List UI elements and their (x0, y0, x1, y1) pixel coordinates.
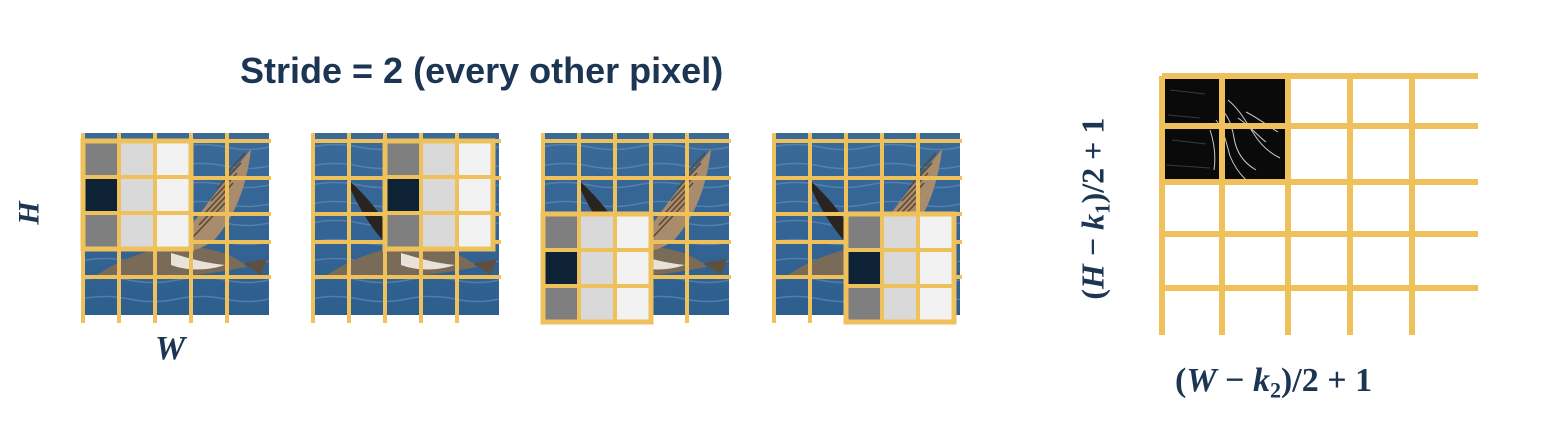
oh-minus: − (1074, 229, 1111, 265)
output-grid (1159, 73, 1478, 335)
width-label: W (155, 330, 186, 367)
kernel-cell (387, 179, 419, 211)
kernel-cell (581, 216, 613, 248)
oh-k: k (1074, 213, 1111, 230)
kernel-cell (387, 143, 419, 175)
kernel-cell (423, 143, 455, 175)
kernel-cell (920, 288, 952, 320)
kernel-cell (617, 252, 649, 284)
kernel-cell (387, 215, 419, 247)
kernel-cell (617, 216, 649, 248)
oh-open: ( (1074, 288, 1111, 300)
kernel-cell (581, 252, 613, 284)
kernel-cell (459, 215, 491, 247)
output-height-label: (H − k1)/2 + 1 (1074, 69, 1115, 349)
ow-k-sub: 2 (1269, 377, 1281, 403)
kernel-cell (545, 216, 577, 248)
kernel-cell (157, 215, 189, 247)
kernel-cell (848, 216, 880, 248)
bird-wing-right (177, 149, 251, 251)
ow-k: k (1252, 362, 1270, 399)
kernel-border (382, 138, 496, 252)
input-panel-1 (80, 133, 271, 323)
feature-map-texture (1165, 89, 1211, 169)
kernel-window (80, 138, 194, 252)
ow-var: W (1186, 362, 1217, 399)
kernel-cell (920, 216, 952, 248)
oh-k-sub: 1 (1091, 203, 1115, 214)
kernel-cell (423, 215, 455, 247)
kernel-cell (617, 288, 649, 320)
kernel-cell (459, 143, 491, 175)
kernel-window (382, 138, 496, 252)
kernel-cell (157, 143, 189, 175)
ow-minus: − (1216, 362, 1253, 399)
kernel-cell (884, 288, 916, 320)
kernel-cell (121, 215, 153, 247)
kernel-cell (85, 215, 117, 247)
oh-rest: )/2 + 1 (1074, 117, 1111, 204)
ow-rest: )/2 + 1 (1280, 362, 1373, 399)
kernel-cell (884, 252, 916, 284)
height-label: H (12, 201, 46, 225)
kernel-window (540, 211, 654, 325)
kernel-border (540, 211, 654, 325)
kernel-cell (581, 288, 613, 320)
kernel-cell (545, 252, 577, 284)
kernel-cell (121, 179, 153, 211)
diagram-title: Stride = 2 (every other pixel) (240, 50, 724, 91)
kernel-cell (121, 143, 153, 175)
kernel-cell (848, 252, 880, 284)
input-panel-3 (540, 133, 731, 325)
kernel-cell (884, 216, 916, 248)
kernel-cell (848, 288, 880, 320)
kernel-border (80, 138, 194, 252)
kernel-cell (459, 179, 491, 211)
kernel-border (843, 211, 957, 325)
kernel-cell (920, 252, 952, 284)
output-width-label: (W − k2)/2 + 1 (1175, 362, 1372, 404)
bird-wing-right (637, 149, 711, 251)
input-panel-2 (310, 133, 501, 323)
kernel-cell (545, 288, 577, 320)
output-grid-lines (1159, 73, 1478, 335)
kernel-cell (85, 179, 117, 211)
kernel-cell (157, 179, 189, 211)
kernel-cell (85, 143, 117, 175)
ow-open: ( (1175, 362, 1187, 399)
kernel-cell (423, 179, 455, 211)
oh-var: H (1074, 264, 1111, 289)
input-panel-4 (771, 133, 962, 325)
kernel-window (843, 211, 957, 325)
